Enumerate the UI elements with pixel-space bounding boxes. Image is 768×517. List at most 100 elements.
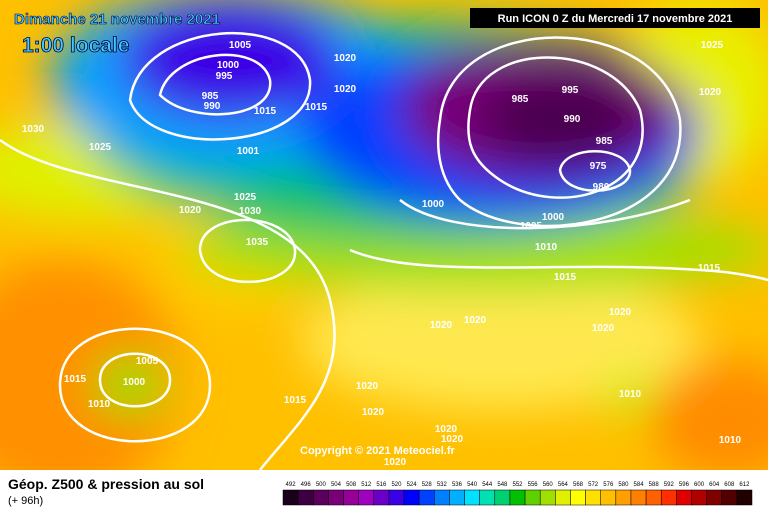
scale-label: 612 [739, 482, 750, 488]
scale-swatch [570, 489, 586, 506]
scale-swatch [736, 489, 753, 506]
scale-label: 564 [558, 482, 569, 488]
scale-label: 568 [573, 482, 584, 488]
isobar-label: 1005 [520, 221, 543, 232]
scale-swatch [313, 489, 329, 506]
isobar-label: 1015 [305, 102, 328, 113]
scale-swatch [418, 489, 435, 506]
isobar-label: 1025 [234, 192, 257, 203]
scale-label: 572 [588, 482, 599, 488]
isobar-label: 1015 [698, 263, 721, 274]
isobar-label: 1000 [217, 60, 240, 71]
run-box [470, 8, 760, 28]
scale-label: 552 [512, 482, 523, 488]
scale-swatch [343, 489, 359, 506]
scale-swatch [555, 489, 571, 506]
scale-label: 508 [346, 482, 357, 488]
scale-swatch [388, 489, 405, 506]
isobar-label: 1005 [229, 40, 252, 51]
isobar-label: 1000 [123, 377, 146, 388]
isobar-label: 1020 [362, 407, 385, 418]
scale-label: 492 [286, 482, 297, 488]
scale-swatch [585, 489, 601, 506]
scale-label: 544 [482, 482, 493, 488]
scale-swatch [479, 489, 496, 506]
scale-swatch [676, 489, 692, 506]
isobar-label: 1020 [179, 205, 202, 216]
scale-label: 576 [603, 482, 614, 488]
scale-swatch [524, 489, 541, 506]
scale-label: 600 [694, 482, 705, 488]
scale-label: 532 [437, 482, 448, 488]
scale-swatch [449, 489, 465, 506]
scale-swatch [403, 489, 420, 506]
run-info: Run ICON 0 Z du Mercredi 17 novembre 202… [498, 13, 733, 25]
scale-label: 560 [543, 482, 554, 488]
time: 1:00 locale [22, 34, 129, 57]
scale-swatch [464, 489, 480, 506]
isobar-label: 1020 [384, 457, 407, 468]
isobar-label: 1000 [542, 212, 565, 223]
scale-swatch [645, 489, 662, 506]
isobar-label: 1001 [237, 146, 260, 157]
isobar-label: 1030 [239, 206, 262, 217]
isobar-label: 1020 [435, 424, 458, 435]
scale-swatch [328, 489, 344, 506]
isobar-label: 1030 [22, 124, 45, 135]
isobar-label: 1025 [701, 40, 724, 51]
scale-label: 524 [407, 482, 418, 488]
isobar-label: 1020 [356, 381, 379, 392]
scale-label: 516 [376, 482, 387, 488]
isobar-label: 1020 [464, 315, 487, 326]
copyright: Copyright © 2021 Meteociel.fr [300, 445, 456, 457]
isobar-label: 1025 [89, 142, 112, 153]
scale-swatch [600, 489, 617, 506]
isobar-label: 975 [590, 161, 607, 172]
isobar-label: 985 [596, 136, 613, 147]
scale-label: 540 [467, 482, 478, 488]
isobar-label: 1020 [430, 320, 453, 331]
scale-label: 604 [709, 482, 720, 488]
isobar-lines [0, 31, 768, 471]
isobar-label: 1020 [334, 53, 357, 64]
scale-swatch [615, 489, 632, 506]
scale-label: 580 [618, 482, 629, 488]
isobar-label: 1020 [441, 434, 464, 445]
scale-swatch [691, 489, 707, 506]
scale-label: 592 [664, 482, 675, 488]
isobar-label: 1010 [88, 399, 111, 410]
isobar-label: 985 [202, 91, 219, 102]
footer-lead: (+ 96h) [8, 495, 43, 507]
isobar-label: 1000 [422, 199, 445, 210]
isobar-label: 1020 [699, 87, 722, 98]
isobar-label: 1015 [284, 395, 307, 406]
isobar-label: 995 [562, 85, 579, 96]
scale-swatch [721, 489, 738, 506]
scale-swatch [539, 489, 556, 506]
isobar-label: 1010 [719, 435, 742, 446]
isobar-label: 1015 [64, 374, 87, 385]
scale-label: 528 [422, 482, 433, 488]
scale-swatch [509, 489, 526, 506]
scale-label: 588 [649, 482, 660, 488]
scale-swatch [297, 489, 314, 506]
isobar-label: 1015 [254, 106, 277, 117]
isobar-label: 995 [216, 71, 233, 82]
isobar-label: 980 [593, 182, 610, 193]
scale-label: 596 [679, 482, 690, 488]
scale-label: 500 [316, 482, 327, 488]
scale-swatch [373, 489, 390, 506]
isobar-label: 990 [564, 114, 581, 125]
isobar-label: 1035 [246, 237, 269, 248]
scale-label: 548 [497, 482, 508, 488]
scale-label: 584 [634, 482, 645, 488]
scale-swatch [434, 489, 450, 506]
isobar-label: 990 [204, 101, 221, 112]
isobar-label: 1005 [136, 356, 159, 367]
field [0, 0, 768, 500]
isobar-label: 1015 [554, 272, 577, 283]
scale-swatch [706, 489, 722, 506]
isobar-label: 1010 [535, 242, 558, 253]
